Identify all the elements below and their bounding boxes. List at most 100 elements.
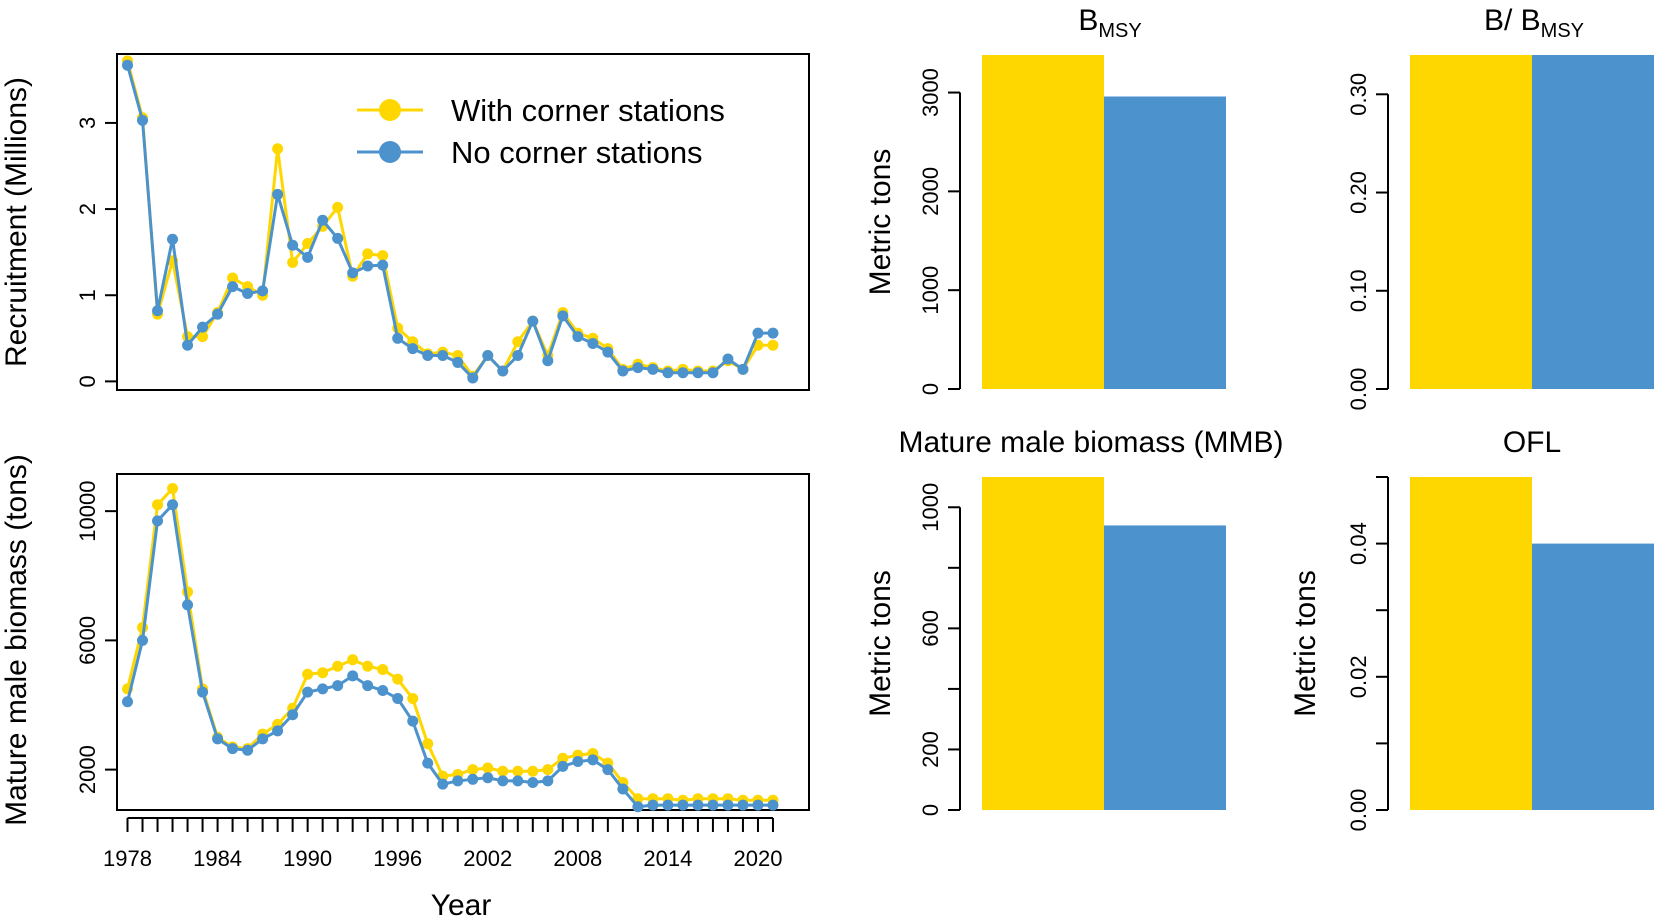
bar-no bbox=[1532, 55, 1654, 389]
data-point-no bbox=[437, 350, 449, 362]
data-point-no bbox=[347, 670, 359, 682]
data-point-no bbox=[422, 350, 434, 362]
data-point-with bbox=[227, 272, 239, 284]
bar-title-subscript: MSY bbox=[1541, 20, 1584, 42]
bbmsy-panel: 0.00 0.10 0.20 0.30 B/ BMSY bbox=[1346, 4, 1654, 410]
bar-with bbox=[982, 55, 1104, 389]
data-point-no bbox=[497, 365, 509, 377]
data-point-no bbox=[227, 743, 239, 755]
data-point-with bbox=[497, 765, 509, 777]
y-tick-label: 0 bbox=[918, 804, 943, 816]
data-point-with bbox=[392, 673, 404, 685]
data-point-with bbox=[467, 764, 479, 776]
y-tick-label: 600 bbox=[918, 610, 943, 647]
data-point-with bbox=[377, 663, 389, 675]
data-point-no bbox=[407, 715, 419, 727]
data-point-no bbox=[302, 251, 314, 263]
y-tick-label: 0 bbox=[918, 383, 943, 395]
x-tick-label: 1984 bbox=[193, 846, 242, 871]
data-point-with bbox=[287, 256, 299, 268]
bar-y-label: Metric tons bbox=[1289, 570, 1322, 717]
x-tick-label: 2020 bbox=[733, 846, 782, 871]
data-point-with bbox=[527, 765, 539, 777]
data-point-no bbox=[482, 772, 494, 784]
data-point-no bbox=[152, 305, 164, 317]
data-point-no bbox=[392, 693, 404, 705]
data-point-no bbox=[122, 696, 134, 708]
bar-panel-title: BMSY bbox=[1078, 4, 1141, 42]
data-point-with bbox=[152, 499, 164, 511]
data-point-no bbox=[737, 799, 749, 811]
data-point-no bbox=[497, 775, 509, 787]
bar-with bbox=[982, 477, 1104, 810]
y-tick-label: 0.00 bbox=[1346, 789, 1371, 832]
data-point-no bbox=[527, 777, 539, 789]
y-tick-label: 1000 bbox=[918, 483, 943, 532]
recruitment-panel: 0 1 2 3 Recruitment (Millions) With corner … bbox=[0, 53, 810, 391]
data-point-no bbox=[197, 321, 209, 333]
legend-marker-no bbox=[379, 141, 401, 163]
bar-title-main: Mature male biomass (MMB) bbox=[898, 426, 1283, 459]
data-point-no bbox=[692, 367, 704, 379]
data-point-no bbox=[767, 327, 779, 339]
data-point-with bbox=[512, 765, 524, 777]
y-tick-label: 2000 bbox=[918, 167, 943, 216]
data-point-with bbox=[542, 764, 554, 776]
data-point-with bbox=[377, 250, 389, 262]
data-point-no bbox=[707, 799, 719, 811]
data-point-no bbox=[392, 332, 404, 344]
data-point-no bbox=[662, 367, 674, 379]
bar-title-main: B/ B bbox=[1484, 4, 1541, 37]
mmb-bar-panel: 0 200 600 1000 Metric tons Mature male biomas… bbox=[864, 426, 1284, 816]
data-point-no bbox=[512, 775, 524, 787]
data-point-no bbox=[197, 686, 209, 698]
data-point-no bbox=[287, 709, 299, 721]
data-point-no bbox=[452, 356, 464, 368]
y-tick-label: 3000 bbox=[918, 68, 943, 117]
mmb-panel: 2000 6000 10000 1978 1984 1990 1996 2002 2008 20… bbox=[0, 454, 810, 922]
y-tick-label: 0.00 bbox=[1346, 368, 1371, 411]
data-point-no bbox=[347, 267, 359, 279]
data-point-no bbox=[452, 775, 464, 787]
recruitment-series bbox=[122, 55, 779, 384]
bar-panel-title: Mature male biomass (MMB) bbox=[898, 426, 1283, 459]
recruitment-y-axis: 0 1 2 3 bbox=[75, 117, 117, 388]
data-point-no bbox=[587, 337, 599, 349]
data-point-no bbox=[467, 773, 479, 785]
bar-no bbox=[1104, 96, 1226, 389]
data-point-no bbox=[557, 760, 569, 772]
series-line-no bbox=[126, 501, 773, 809]
recruitment-plot-frame bbox=[116, 53, 810, 391]
data-point-with bbox=[347, 654, 359, 666]
data-point-no bbox=[167, 499, 179, 511]
data-point-no bbox=[662, 799, 674, 811]
legend-label-with: With corner stations bbox=[451, 93, 725, 128]
data-point-no bbox=[422, 757, 434, 769]
y-tick-label: 0.10 bbox=[1346, 269, 1371, 312]
y-tick-label: 0.30 bbox=[1346, 73, 1371, 116]
bar-title-main: OFL bbox=[1503, 426, 1561, 459]
data-point-no bbox=[512, 350, 524, 362]
bar-no bbox=[1532, 543, 1654, 810]
data-point-no bbox=[332, 680, 344, 692]
data-point-no bbox=[467, 372, 479, 384]
data-point-no bbox=[137, 114, 149, 126]
data-point-with bbox=[197, 331, 209, 343]
data-point-no bbox=[437, 778, 449, 790]
data-point-no bbox=[317, 683, 329, 695]
data-point-no bbox=[257, 285, 269, 297]
data-point-no bbox=[212, 308, 224, 320]
data-point-with bbox=[407, 693, 419, 705]
y-tick-label: 200 bbox=[918, 731, 943, 768]
mmb-plot-frame bbox=[116, 473, 810, 811]
data-point-no bbox=[587, 754, 599, 766]
data-point-with bbox=[422, 738, 434, 750]
ofl-panel: 0.00 0.02 0.04 Metric tons OFL bbox=[1289, 426, 1654, 831]
data-point-no bbox=[647, 363, 659, 375]
data-point-no bbox=[332, 232, 344, 244]
legend-label-no: No corner stations bbox=[451, 135, 703, 170]
data-point-with bbox=[557, 752, 569, 764]
data-point-no bbox=[272, 188, 284, 200]
data-point-with bbox=[167, 483, 179, 495]
